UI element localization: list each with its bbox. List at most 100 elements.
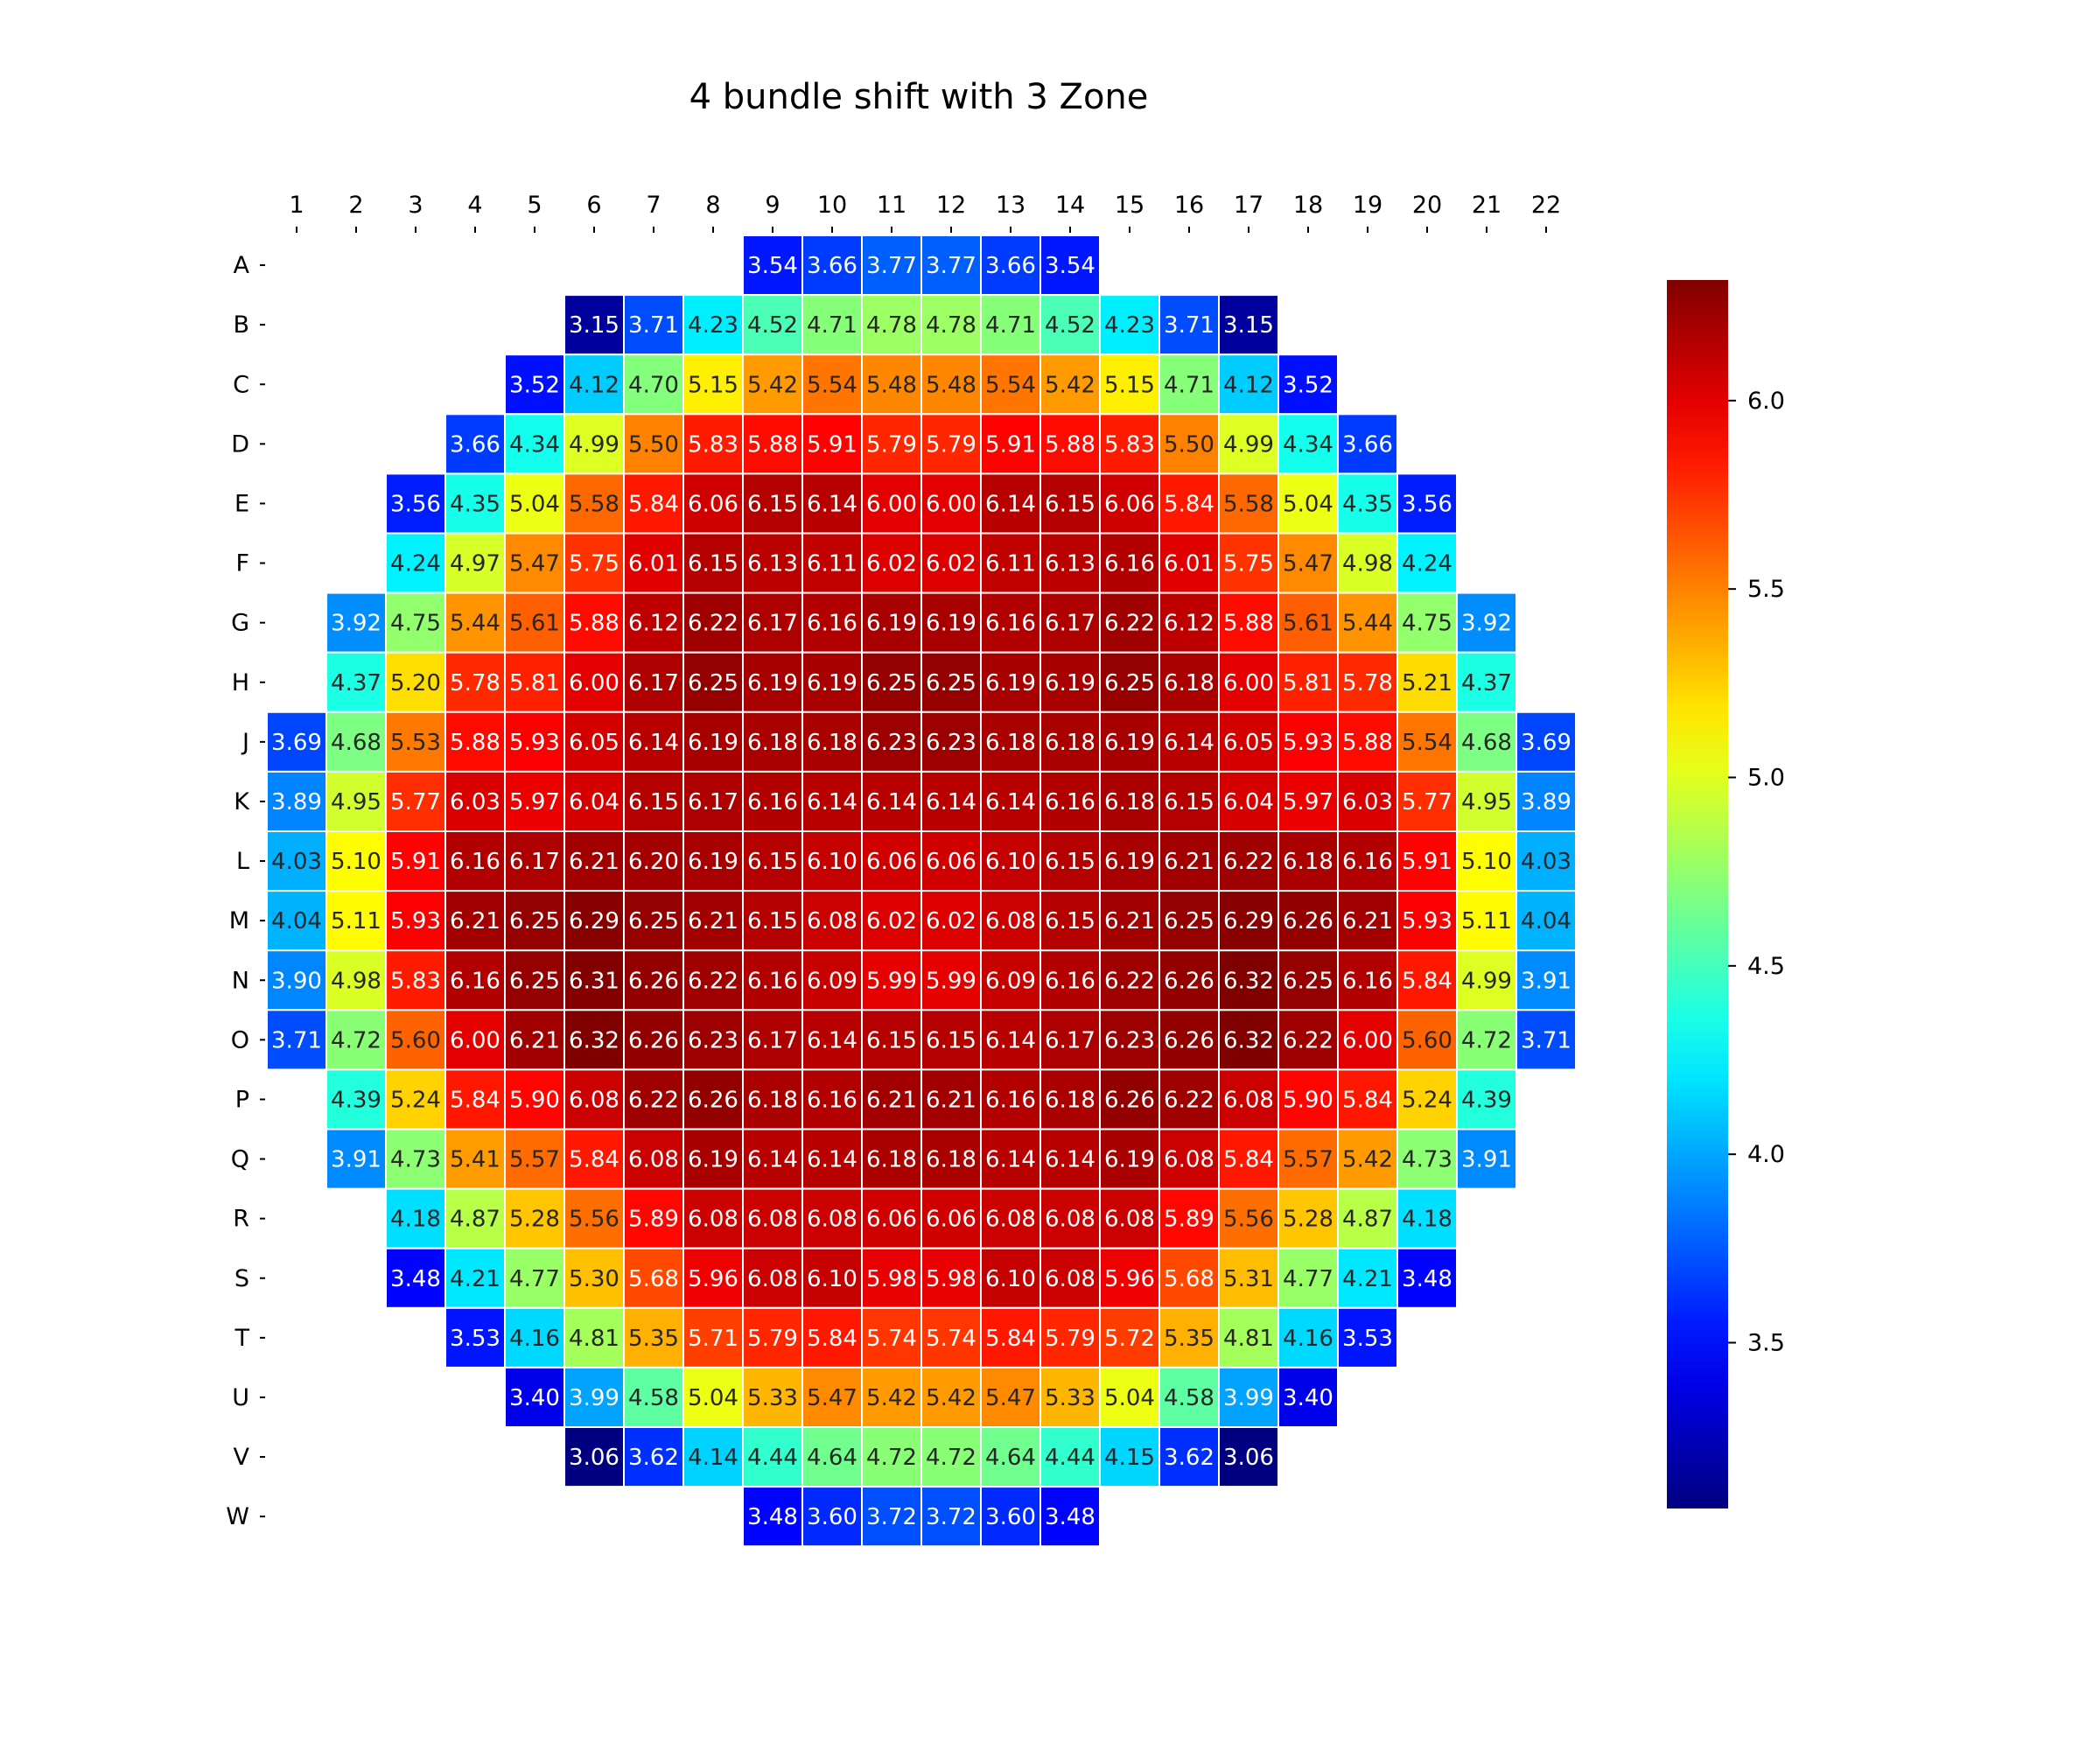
heatmap-cell bbox=[1218, 294, 1279, 356]
heatmap-cell bbox=[1516, 770, 1577, 833]
heatmap-cell bbox=[326, 890, 387, 952]
cell-value-label: 6.26 bbox=[688, 1087, 738, 1113]
cell-value-label: 6.14 bbox=[1164, 730, 1214, 756]
heatmap-cell bbox=[682, 1068, 744, 1130]
cell-value-label: 6.06 bbox=[866, 1207, 917, 1233]
x-tick-label: 12 bbox=[936, 192, 966, 219]
cell-value-label: 3.53 bbox=[450, 1326, 500, 1352]
cell-value-label: 6.18 bbox=[1164, 670, 1214, 696]
cell-value-label: 5.84 bbox=[807, 1326, 858, 1352]
heatmap-cell bbox=[564, 1068, 625, 1130]
cell-value-label: 4.44 bbox=[747, 1445, 798, 1471]
heatmap-cell bbox=[1158, 1247, 1220, 1309]
cell-value-label: 3.53 bbox=[1342, 1326, 1393, 1352]
cell-value-label: 5.42 bbox=[866, 1385, 917, 1411]
cell-value-label: 5.74 bbox=[926, 1326, 976, 1352]
x-tick-label: 21 bbox=[1472, 192, 1502, 219]
colorbar-tick-label: 4.0 bbox=[1747, 1141, 1785, 1168]
heatmap-cell bbox=[802, 234, 863, 297]
heatmap-cell bbox=[1099, 1306, 1160, 1368]
cell-value-label: 5.71 bbox=[688, 1326, 738, 1352]
heatmap-cell bbox=[1218, 1009, 1279, 1071]
cell-value-label: 6.15 bbox=[747, 491, 798, 517]
heatmap-cell bbox=[1099, 830, 1160, 892]
heatmap-cell bbox=[1337, 1128, 1398, 1190]
heatmap-cell bbox=[385, 472, 446, 535]
cell-value-label: 5.97 bbox=[1283, 789, 1334, 816]
heatmap-cell bbox=[1158, 472, 1220, 535]
heatmap-cell bbox=[1278, 1128, 1339, 1190]
cell-value-label: 5.47 bbox=[509, 551, 560, 578]
heatmap-cell bbox=[1218, 1247, 1279, 1309]
heatmap-cell bbox=[326, 710, 387, 773]
cell-value-label: 6.14 bbox=[985, 1147, 1036, 1173]
cell-value-label: 6.19 bbox=[866, 611, 917, 637]
cell-value-label: 6.19 bbox=[1104, 849, 1155, 875]
cell-value-label: 6.17 bbox=[688, 789, 738, 816]
cell-value-label: 5.98 bbox=[866, 1266, 917, 1292]
cell-value-label: 3.40 bbox=[509, 1385, 560, 1411]
cell-value-label: 3.77 bbox=[866, 253, 917, 279]
cell-value-label: 6.19 bbox=[1104, 730, 1155, 756]
cell-value-label: 6.21 bbox=[450, 908, 500, 934]
cell-value-label: 4.52 bbox=[747, 312, 798, 339]
cell-value-label: 5.56 bbox=[569, 1207, 620, 1233]
heatmap-cell bbox=[504, 890, 565, 952]
cell-value-label: 4.72 bbox=[1461, 1027, 1512, 1054]
cell-value-label: 4.03 bbox=[271, 849, 322, 875]
heatmap-cell bbox=[1516, 1009, 1577, 1071]
cell-value-label: 3.66 bbox=[807, 253, 858, 279]
cell-value-label: 5.47 bbox=[1283, 551, 1334, 578]
cell-value-label: 6.00 bbox=[569, 670, 620, 696]
heatmap-cell bbox=[1396, 1247, 1458, 1309]
cell-value-label: 3.71 bbox=[271, 1027, 322, 1054]
x-tick-label: 7 bbox=[646, 192, 661, 219]
cell-value-label: 4.98 bbox=[331, 968, 382, 994]
heatmap-cell bbox=[1040, 890, 1101, 952]
heatmap-cell bbox=[444, 472, 506, 535]
cell-value-label: 5.48 bbox=[926, 372, 976, 398]
cell-value-label: 5.04 bbox=[688, 1385, 738, 1411]
heatmap-cell bbox=[980, 294, 1041, 356]
cell-value-label: 4.35 bbox=[1342, 491, 1393, 517]
cell-value-label: 6.16 bbox=[807, 611, 858, 637]
cell-value-label: 6.14 bbox=[985, 789, 1036, 816]
cell-value-label: 6.25 bbox=[1104, 670, 1155, 696]
cell-value-label: 5.44 bbox=[450, 611, 500, 637]
cell-value-label: 6.15 bbox=[688, 551, 738, 578]
cell-value-label: 6.14 bbox=[807, 1027, 858, 1054]
cell-value-label: 5.28 bbox=[509, 1207, 560, 1233]
heatmap-cell bbox=[1158, 1366, 1220, 1429]
cell-value-label: 4.73 bbox=[390, 1147, 441, 1173]
heatmap-cell bbox=[861, 1426, 922, 1488]
cell-value-label: 5.72 bbox=[1104, 1326, 1155, 1352]
heatmap-cell bbox=[742, 710, 803, 773]
cell-value-label: 6.19 bbox=[985, 670, 1036, 696]
cell-value-label: 5.11 bbox=[331, 908, 382, 934]
heatmap-cell bbox=[980, 770, 1041, 833]
cell-value-label: 4.77 bbox=[509, 1266, 560, 1292]
heatmap-cell bbox=[1218, 592, 1279, 654]
cell-value-label: 4.72 bbox=[331, 1027, 382, 1054]
cell-value-label: 5.42 bbox=[926, 1385, 976, 1411]
cell-value-label: 6.19 bbox=[1045, 670, 1096, 696]
heatmap-cell bbox=[1040, 1009, 1101, 1071]
heatmap-cell bbox=[742, 472, 803, 535]
heatmap-cell bbox=[1099, 532, 1160, 594]
cell-value-label: 5.54 bbox=[985, 372, 1036, 398]
cell-value-label: 5.04 bbox=[1283, 491, 1334, 517]
cell-value-label: 6.25 bbox=[509, 968, 560, 994]
y-tick-label: D bbox=[231, 430, 249, 458]
cell-value-label: 4.75 bbox=[390, 611, 441, 637]
cell-value-label: 4.23 bbox=[688, 312, 738, 339]
cell-value-label: 6.21 bbox=[1104, 908, 1155, 934]
cell-value-label: 5.81 bbox=[509, 670, 560, 696]
heatmap-cell bbox=[1337, 890, 1398, 952]
heatmap-cell bbox=[920, 949, 982, 1012]
heatmap-cell bbox=[385, 1068, 446, 1130]
cell-value-label: 4.23 bbox=[1104, 312, 1155, 339]
cell-value-label: 5.41 bbox=[450, 1147, 500, 1173]
heatmap-cell bbox=[1337, 949, 1398, 1012]
colorbar-tick-label: 5.5 bbox=[1747, 576, 1785, 603]
heatmap-cell bbox=[444, 1306, 506, 1368]
